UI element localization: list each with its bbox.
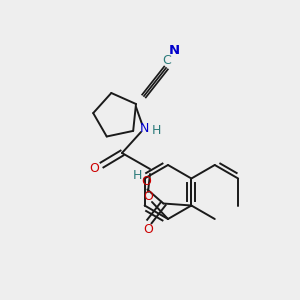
- Text: O: O: [141, 175, 151, 188]
- Text: O: O: [89, 161, 99, 175]
- Text: O: O: [143, 190, 153, 203]
- Text: H: H: [151, 124, 161, 137]
- Text: N: N: [139, 122, 149, 134]
- Text: C: C: [163, 55, 171, 68]
- Text: O: O: [143, 223, 153, 236]
- Text: N: N: [168, 44, 180, 56]
- Text: H: H: [133, 169, 142, 182]
